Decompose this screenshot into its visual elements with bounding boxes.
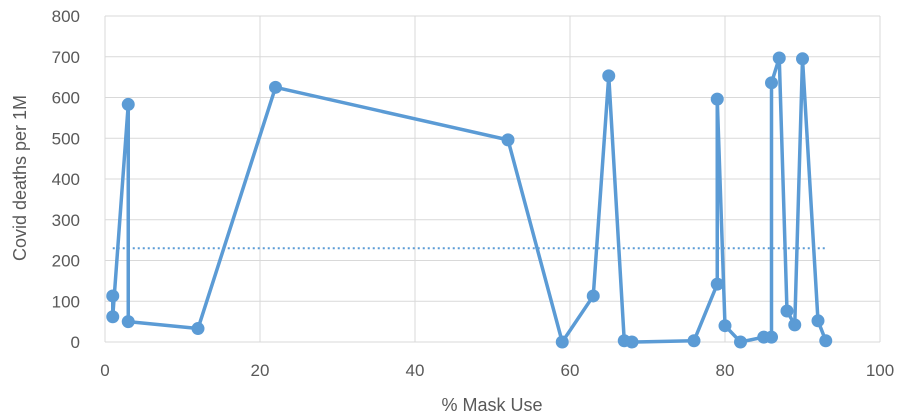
x-tick-label: 80 — [716, 361, 735, 380]
x-tick-label: 60 — [561, 361, 580, 380]
y-tick-label: 400 — [52, 170, 80, 189]
y-tick-label: 300 — [52, 211, 80, 230]
y-axis-title: Covid deaths per 1M — [10, 95, 30, 261]
data-point — [819, 334, 833, 348]
y-axis-tick-labels: 0 100 200 300 400 500 600 700 800 — [52, 7, 80, 352]
data-point — [121, 315, 135, 329]
data-point — [765, 76, 778, 90]
data-point — [780, 304, 794, 318]
y-tick-label: 100 — [52, 292, 80, 311]
x-tick-label: 0 — [100, 361, 109, 380]
data-point — [586, 289, 600, 303]
data-point — [555, 335, 569, 349]
y-tick-label: 800 — [52, 7, 80, 26]
data-point — [501, 133, 515, 147]
data-point — [191, 322, 205, 336]
data-point — [788, 318, 802, 332]
y-tick-label: 500 — [52, 129, 80, 148]
series-line — [111, 56, 828, 344]
data-point — [121, 97, 135, 111]
data-point — [811, 314, 825, 328]
y-tick-label: 200 — [52, 252, 80, 271]
data-point — [269, 80, 282, 94]
data-point — [765, 330, 778, 344]
data-point — [734, 335, 747, 349]
data-point — [796, 52, 809, 66]
x-tick-label: 40 — [406, 361, 425, 380]
x-axis-tick-labels: 0 20 40 60 80 100 — [100, 361, 894, 380]
y-tick-label: 600 — [52, 89, 80, 108]
data-point — [710, 92, 724, 106]
x-axis-title: % Mask Use — [441, 395, 542, 415]
data-point — [602, 69, 616, 83]
data-point — [625, 335, 639, 349]
data-point — [718, 319, 732, 333]
data-series — [106, 51, 833, 349]
data-point — [710, 277, 724, 291]
gridlines — [104, 15, 881, 343]
data-point — [106, 289, 120, 303]
data-point — [772, 51, 786, 65]
y-tick-label: 0 — [71, 333, 80, 352]
data-point — [106, 310, 120, 324]
x-tick-label: 100 — [866, 361, 894, 380]
data-point — [687, 334, 701, 348]
y-tick-label: 700 — [52, 48, 80, 67]
x-tick-label: 20 — [251, 361, 270, 380]
